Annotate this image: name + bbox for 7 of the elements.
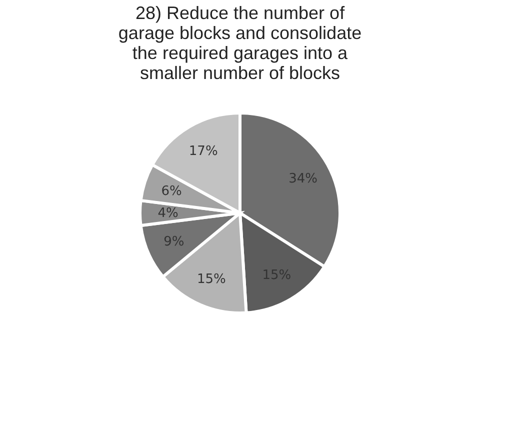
- data-label: 34%: [288, 171, 318, 186]
- data-label: 17%: [188, 144, 218, 160]
- data-label: 6%: [161, 184, 182, 199]
- chart-title: 28) Reduce the number of garage blocks and consolidate the required garages into a smaller number of blocks: [118, 3, 362, 83]
- data-label: 4%: [158, 206, 178, 221]
- data-label: 9%: [164, 234, 184, 250]
- data-label: 15%: [196, 272, 226, 288]
